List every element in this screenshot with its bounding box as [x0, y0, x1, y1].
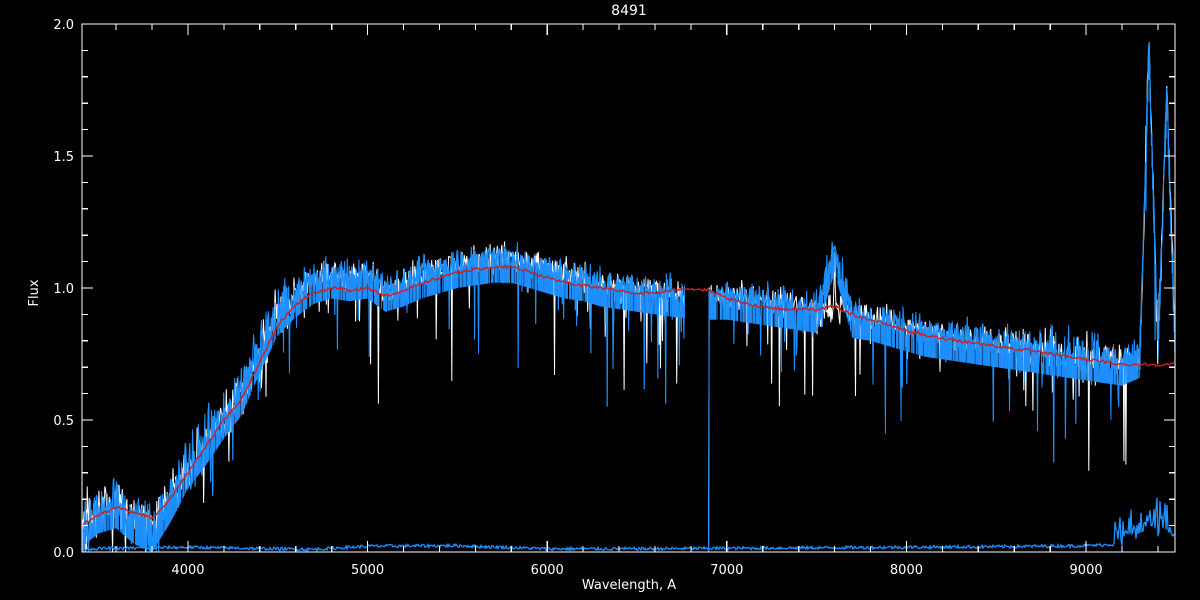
x-tick-label: 5000 [351, 563, 384, 578]
noise-baseline-path [81, 497, 1176, 553]
x-tick-label: 7000 [710, 563, 743, 578]
plot-frame-box [81, 23, 1176, 553]
series-model-fit-red [81, 263, 1175, 528]
x-tick-label: 4000 [171, 563, 204, 578]
y-tick-label: 0.0 [53, 546, 74, 561]
error-weighted-spectrum-blue-path [81, 41, 1176, 553]
model-fit-red-path [81, 263, 1175, 528]
y-axis-label: Flux [27, 279, 42, 306]
y-axis-tick-labels: 0.0 0.5 1.0 1.5 2.0 [53, 18, 74, 561]
page-title: 8491 [611, 3, 647, 19]
y-tick-label: 0.5 [53, 414, 74, 429]
series-error-weighted-spectrum-blue [81, 41, 1176, 553]
x-tick-label: 9000 [1070, 563, 1103, 578]
series-noise-sigma-blue-baseline [81, 497, 1176, 553]
x-tick-label: 6000 [531, 563, 564, 578]
axis-ticks [82, 23, 1175, 553]
x-axis-label: Wavelength, A [582, 578, 676, 593]
x-tick-label: 8000 [890, 563, 923, 578]
y-tick-label: 1.0 [53, 282, 74, 297]
y-tick-label: 2.0 [53, 18, 74, 33]
x-axis-tick-labels: 4000 5000 6000 7000 8000 9000 [171, 563, 1102, 578]
y-tick-label: 1.5 [53, 150, 74, 165]
